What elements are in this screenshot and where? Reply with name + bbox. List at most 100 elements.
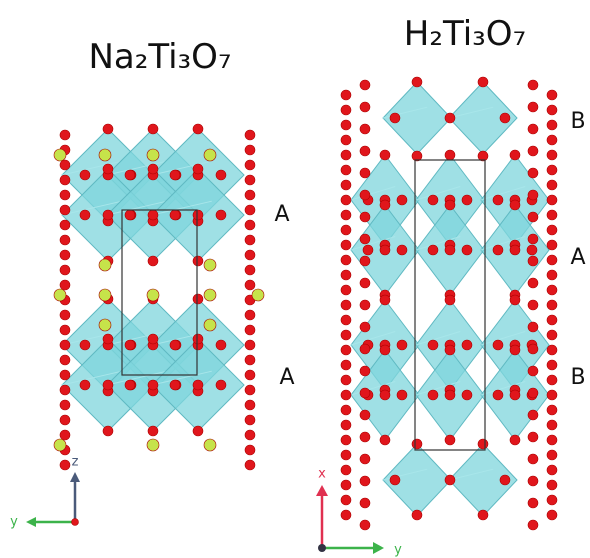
atom: [203, 438, 217, 452]
atom: [546, 434, 558, 446]
atom: [147, 255, 159, 267]
panel-title: Na₂Ti₃O₇: [88, 37, 231, 77]
atom: [546, 404, 558, 416]
atom: [359, 189, 371, 201]
layer-label: A: [274, 202, 289, 227]
atom: [59, 354, 71, 366]
atom: [444, 199, 456, 211]
atom: [340, 344, 352, 356]
atom: [340, 284, 352, 296]
axis-label: z: [72, 455, 79, 470]
atom: [340, 194, 352, 206]
atom: [203, 148, 217, 162]
atom: [396, 194, 408, 206]
atom: [461, 339, 473, 351]
atom: [215, 339, 227, 351]
axis-label: y: [394, 543, 402, 558]
atom: [546, 509, 558, 521]
octahedron-edge: [151, 370, 212, 386]
octahedron-edge: [61, 200, 122, 216]
octahedron-edge: [415, 381, 461, 396]
atom: [340, 254, 352, 266]
unit-cell: [121, 209, 198, 376]
panel-title: H₂Ti₃O₇: [404, 14, 526, 54]
atom: [79, 379, 91, 391]
atom: [527, 387, 539, 399]
atom: [340, 509, 352, 521]
arrow-head: [316, 485, 328, 496]
atom: [146, 148, 160, 162]
atom: [546, 344, 558, 356]
atom: [53, 288, 67, 302]
atom: [499, 112, 511, 124]
atom: [244, 159, 256, 171]
octahedron-edge: [350, 236, 396, 251]
atom: [509, 244, 521, 256]
atom: [359, 431, 371, 443]
atom: [79, 209, 91, 221]
axis-origin: [318, 544, 326, 552]
atom: [527, 409, 539, 421]
atom: [192, 209, 204, 221]
octahedron-edge: [480, 331, 526, 346]
atom: [340, 164, 352, 176]
atom: [444, 244, 456, 256]
atom: [147, 163, 159, 175]
atom: [244, 384, 256, 396]
atom: [444, 389, 456, 401]
atom: [124, 379, 136, 391]
atom: [527, 211, 539, 223]
atom: [192, 163, 204, 175]
atom: [427, 339, 439, 351]
arrow-head: [70, 472, 80, 482]
atom: [509, 294, 521, 306]
atom: [146, 438, 160, 452]
atom: [203, 318, 217, 332]
atom: [492, 339, 504, 351]
atom: [244, 264, 256, 276]
atom: [509, 344, 521, 356]
atom: [59, 384, 71, 396]
atom: [389, 112, 401, 124]
atom: [146, 288, 160, 302]
atom: [527, 123, 539, 135]
atom: [527, 497, 539, 509]
atom: [527, 145, 539, 157]
atom: [244, 399, 256, 411]
atom: [527, 79, 539, 91]
atom: [359, 519, 371, 531]
atom: [444, 294, 456, 306]
atom: [546, 329, 558, 341]
atom: [192, 123, 204, 135]
atom: [444, 112, 456, 124]
atom: [340, 494, 352, 506]
octahedron-edge: [61, 160, 122, 176]
atom: [244, 219, 256, 231]
atom: [169, 339, 181, 351]
atom: [444, 149, 456, 161]
atom: [59, 249, 71, 261]
atom: [546, 134, 558, 146]
octahedron-edge: [415, 186, 461, 201]
atom: [59, 159, 71, 171]
atom: [444, 434, 456, 446]
atom: [340, 449, 352, 461]
atom: [396, 244, 408, 256]
atom: [59, 459, 71, 471]
octahedron-edge: [415, 236, 461, 251]
atom: [526, 244, 538, 256]
atom: [102, 123, 114, 135]
atom: [546, 419, 558, 431]
atom: [340, 479, 352, 491]
atom: [244, 234, 256, 246]
atom: [340, 419, 352, 431]
atom: [340, 239, 352, 251]
atom: [527, 343, 539, 355]
arrow-head: [373, 542, 384, 554]
atom: [244, 174, 256, 186]
atom: [461, 244, 473, 256]
atom: [527, 299, 539, 311]
atom: [444, 344, 456, 356]
atom: [527, 167, 539, 179]
octahedron-edge: [350, 331, 396, 346]
